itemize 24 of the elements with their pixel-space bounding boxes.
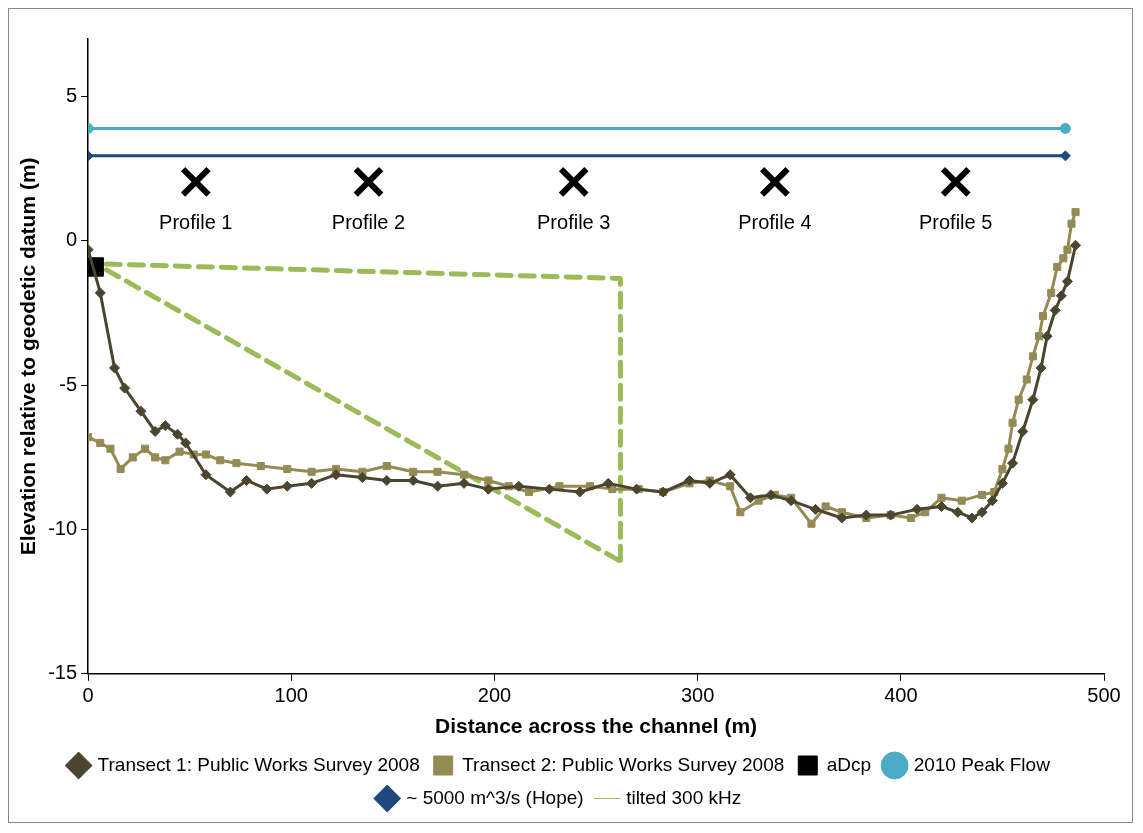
annotation: Profile 3 bbox=[537, 211, 611, 234]
x-tick-label: 0 bbox=[82, 684, 94, 707]
x-axis-title: Distance across the channel (m) bbox=[435, 714, 758, 738]
x-tick-label: 100 bbox=[274, 684, 308, 707]
annotation: Profile 5 bbox=[918, 211, 993, 234]
annotation: Profile 1 bbox=[159, 211, 233, 234]
x-tick-label: 400 bbox=[884, 684, 918, 707]
legend-label: Transect 2: Public Works Survey 2008 bbox=[462, 753, 785, 775]
y-tick-label: 0 bbox=[65, 228, 78, 251]
legend-label: tilted 300 kHz bbox=[626, 786, 742, 808]
y-tick-label: -10 bbox=[48, 517, 78, 540]
y-tick-label: -5 bbox=[59, 372, 78, 395]
legend-label: Transect 1: Public Works Survey 2008 bbox=[97, 753, 420, 775]
y-axis-title: Elevation relative to geodetic datum (m) bbox=[16, 157, 40, 556]
legend-label: 2010 Peak Flow bbox=[913, 753, 1051, 775]
x-tick-label: 300 bbox=[680, 684, 715, 707]
x-tick-label: 500 bbox=[1087, 684, 1121, 707]
legend-label: aDcp bbox=[826, 753, 872, 775]
x-tick-label: 200 bbox=[477, 684, 512, 707]
y-tick-label: 5 bbox=[65, 84, 78, 107]
annotation: Profile 4 bbox=[738, 211, 812, 234]
y-tick-label: -15 bbox=[48, 661, 78, 684]
legend-label: ~ 5000 m^3/s (Hope) bbox=[406, 786, 584, 808]
annotation: Profile 2 bbox=[331, 211, 406, 234]
